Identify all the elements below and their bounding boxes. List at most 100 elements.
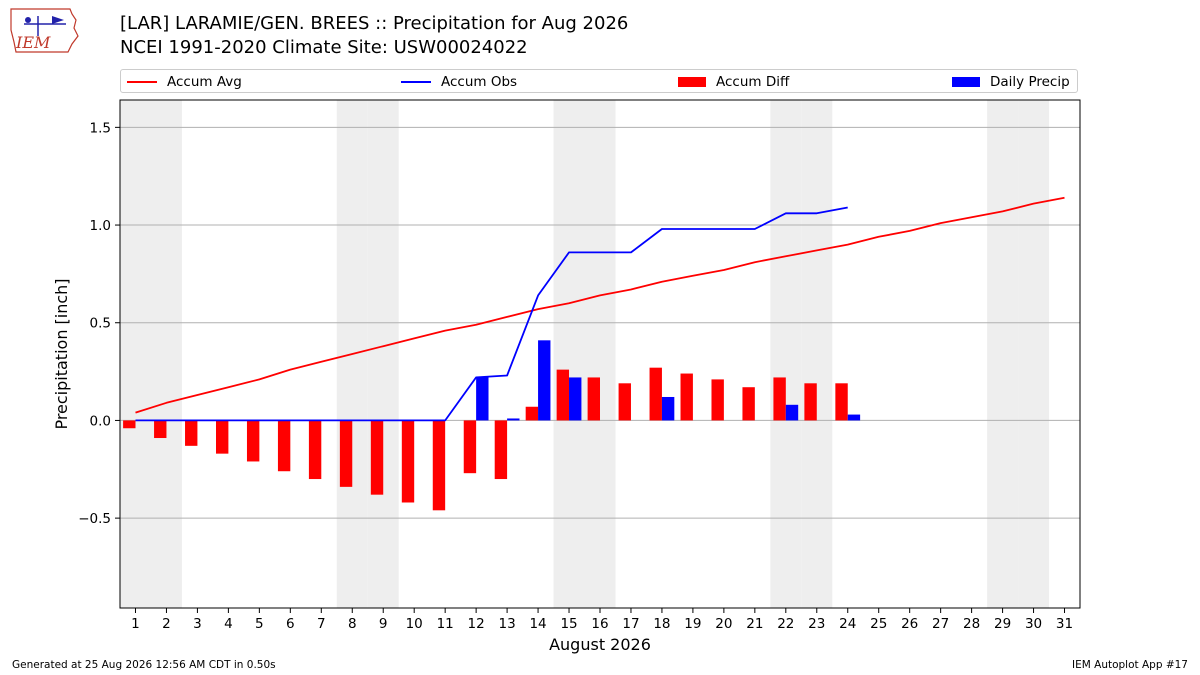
x-tick-label: 4 (224, 616, 233, 632)
legend-swatch-accum-obs (401, 81, 431, 83)
x-tick-label: 14 (529, 616, 546, 632)
accum-diff-bar-13 (494, 420, 508, 480)
x-tick-label: 18 (653, 616, 670, 632)
y-tick-label: 1.0 (90, 218, 111, 234)
y-tick-label: 0.0 (90, 413, 111, 429)
legend-label-daily-precip: Daily Precip (990, 74, 1070, 90)
accum-diff-bar-6 (277, 420, 291, 472)
x-tick-label: 17 (622, 616, 639, 632)
y-tick-label: 1.5 (90, 120, 111, 136)
legend-swatch-accum-diff (678, 77, 706, 87)
accum-diff-bar-9 (370, 420, 384, 495)
accum-diff-bar-21 (742, 387, 755, 421)
y-axis-label: Precipitation [inch] (52, 278, 71, 429)
weekend-band-23 (801, 100, 833, 608)
bars-layer (123, 340, 861, 511)
legend-label-accum-avg: Accum Avg (167, 74, 242, 90)
logo-text: IEM (15, 33, 51, 52)
weekend-band-22 (770, 100, 802, 608)
x-tick-label: 30 (1025, 616, 1042, 632)
accum-diff-bar-8 (339, 420, 353, 487)
x-tick-label: 6 (286, 616, 295, 632)
x-axis-ticks: 1 2 3 4 5 6 7 8 9 10 11 12 13 14 15 16 17 18 19 20 21 22 23 24 2… (131, 608, 1073, 632)
x-tick-label: 27 (932, 616, 949, 632)
x-tick-label: 13 (499, 616, 516, 632)
x-tick-label: 29 (994, 616, 1011, 632)
weekend-bands (120, 100, 1050, 608)
legend-label-accum-obs: Accum Obs (441, 74, 518, 90)
iem-logo: IEM (10, 8, 79, 53)
accum-avg-line (135, 196, 1065, 414)
plot-frame (119, 99, 1081, 609)
legend-item-accum-diff: Accum Diff (678, 73, 789, 91)
accum-diff-bar-24 (835, 383, 848, 421)
weekend-band-16 (584, 100, 616, 608)
accum-diff-bar-12 (463, 420, 477, 474)
accum-diff-bar-20 (711, 379, 724, 421)
accum-obs-line (135, 206, 848, 422)
x-tick-label: 12 (468, 616, 485, 632)
accum-diff-bar-23 (804, 383, 817, 421)
legend-swatch-accum-avg (127, 81, 157, 83)
weekend-band-30 (1018, 100, 1050, 608)
app-footer: IEM Autoplot App #17 (1072, 659, 1188, 671)
legend-item-daily-precip: Daily Precip (952, 73, 1070, 91)
daily-precip-bar-18 (661, 396, 675, 421)
x-tick-label: 7 (317, 616, 326, 632)
weekend-band-29 (987, 100, 1019, 608)
daily-precip-bar-14 (538, 340, 551, 421)
y-axis-ticks: −0.5 0.0 0.5 1.0 1.5 (78, 120, 120, 527)
accum-diff-bar-11 (432, 420, 446, 511)
x-tick-label: 3 (193, 616, 202, 632)
daily-precip-bar-24 (847, 414, 861, 421)
x-tick-label: 15 (560, 616, 577, 632)
accum-diff-bar-7 (308, 420, 322, 480)
accum-diff-bar-15 (556, 369, 570, 421)
chart-subtitle: NCEI 1991-2020 Climate Site: USW00024022 (120, 37, 528, 58)
x-tick-label: 16 (591, 616, 608, 632)
x-tick-label: 25 (870, 616, 887, 632)
accum-diff-bar-16 (587, 377, 600, 421)
x-tick-label: 11 (437, 616, 454, 632)
x-tick-label: 20 (715, 616, 732, 632)
accum-diff-bar-4 (216, 420, 229, 454)
accum-diff-bar-5 (246, 420, 260, 462)
weekend-band-1 (120, 100, 151, 608)
accum-diff-bar-19 (680, 373, 693, 421)
x-tick-label: 21 (746, 616, 763, 632)
weekend-band-2 (150, 100, 182, 608)
x-tick-label: 28 (963, 616, 980, 632)
accum-diff-bar-1 (123, 420, 136, 429)
legend: Accum Avg Accum Obs Accum Diff Daily Pre… (120, 69, 1078, 93)
accum-diff-bar-2 (154, 420, 167, 439)
chart-title: [LAR] LARAMIE/GEN. BREES :: Precipitatio… (120, 13, 629, 34)
legend-swatch-daily-precip (952, 77, 980, 87)
generated-footer: Generated at 25 Aug 2026 12:56 AM CDT in… (12, 659, 276, 671)
x-tick-label: 2 (162, 616, 171, 632)
weekend-band-15 (553, 100, 585, 608)
x-tick-label: 19 (684, 616, 701, 632)
x-tick-label: 23 (808, 616, 825, 632)
legend-item-accum-obs: Accum Obs (401, 73, 517, 91)
accum-diff-bar-22 (773, 377, 786, 421)
x-tick-label: 9 (379, 616, 388, 632)
daily-precip-bar-13 (507, 418, 520, 421)
x-tick-label: 31 (1056, 616, 1073, 632)
accum-diff-bar-3 (185, 420, 198, 446)
weekend-band-9 (367, 100, 399, 608)
x-tick-label: 24 (839, 616, 856, 632)
weekend-band-8 (336, 100, 368, 608)
accum-diff-bar-10 (401, 420, 415, 503)
daily-precip-bar-15 (569, 377, 582, 421)
accum-diff-bar-18 (649, 367, 662, 421)
y-tick-label: −0.5 (78, 511, 111, 527)
daily-precip-bar-12 (476, 377, 489, 421)
lines-layer (135, 196, 1065, 422)
accum-diff-bar-17 (618, 383, 631, 421)
daily-precip-bar-22 (785, 404, 799, 421)
legend-label-accum-diff: Accum Diff (716, 74, 790, 90)
accum-diff-bar-14 (525, 406, 539, 421)
legend-item-accum-avg: Accum Avg (127, 73, 242, 91)
x-tick-label: 1 (131, 616, 140, 632)
